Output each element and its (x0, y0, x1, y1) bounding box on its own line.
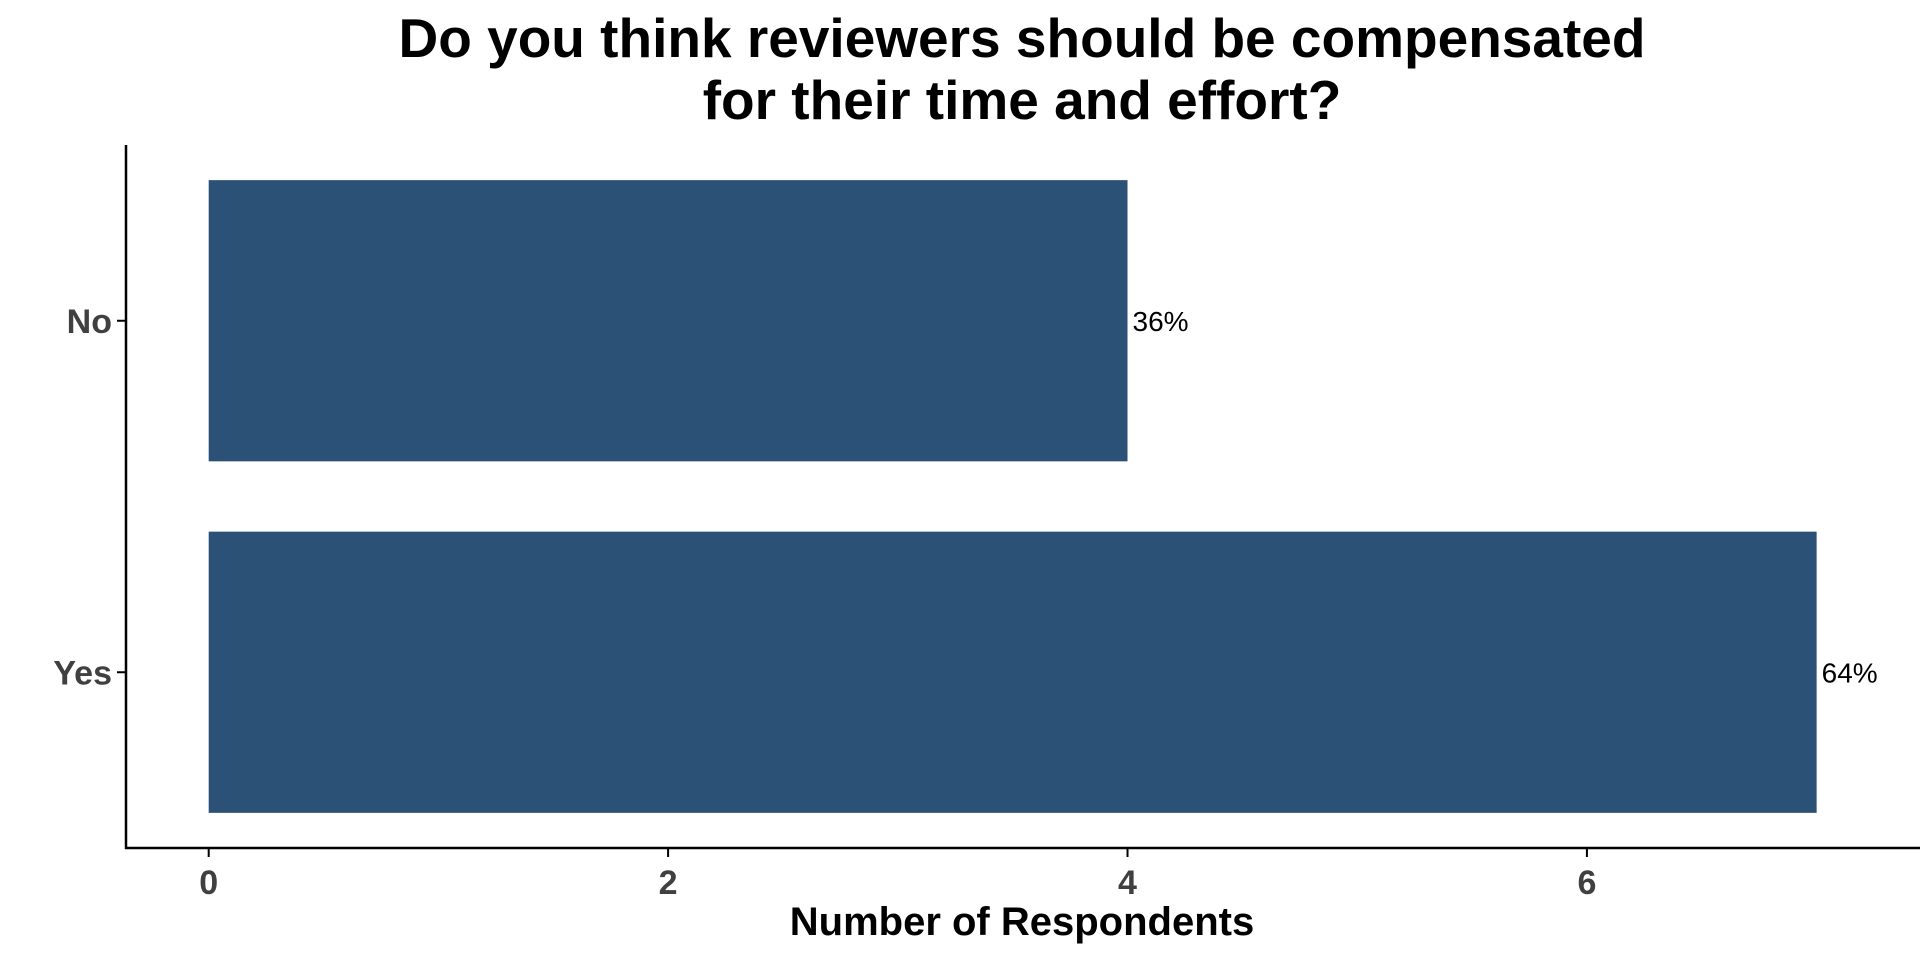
x-tick-label-0: 0 (199, 864, 218, 902)
y-tick-label-no: No (67, 303, 112, 341)
x-tick-label-4: 4 (1118, 864, 1137, 902)
bar-no (208, 180, 1128, 462)
data-labels-layer: 36% 64% (1133, 306, 1878, 689)
bar-yes (208, 531, 1817, 813)
y-tick-label-yes: Yes (53, 654, 112, 692)
x-axis: 0 2 4 6 (125, 846, 1920, 902)
data-label-no: 36% (1133, 306, 1189, 337)
chart-title: Do you think reviewers should be compens… (399, 7, 1646, 131)
bars-layer (208, 180, 1817, 813)
chart-title-line-1: Do you think reviewers should be compens… (399, 7, 1646, 69)
x-tick-label-6: 6 (1577, 864, 1596, 902)
data-label-yes: 64% (1822, 657, 1878, 688)
x-axis-title: Number of Respondents (790, 900, 1254, 944)
chart-title-line-2: for their time and effort? (703, 69, 1342, 131)
x-tick-label-2: 2 (659, 864, 678, 902)
y-axis: No Yes (53, 145, 128, 849)
